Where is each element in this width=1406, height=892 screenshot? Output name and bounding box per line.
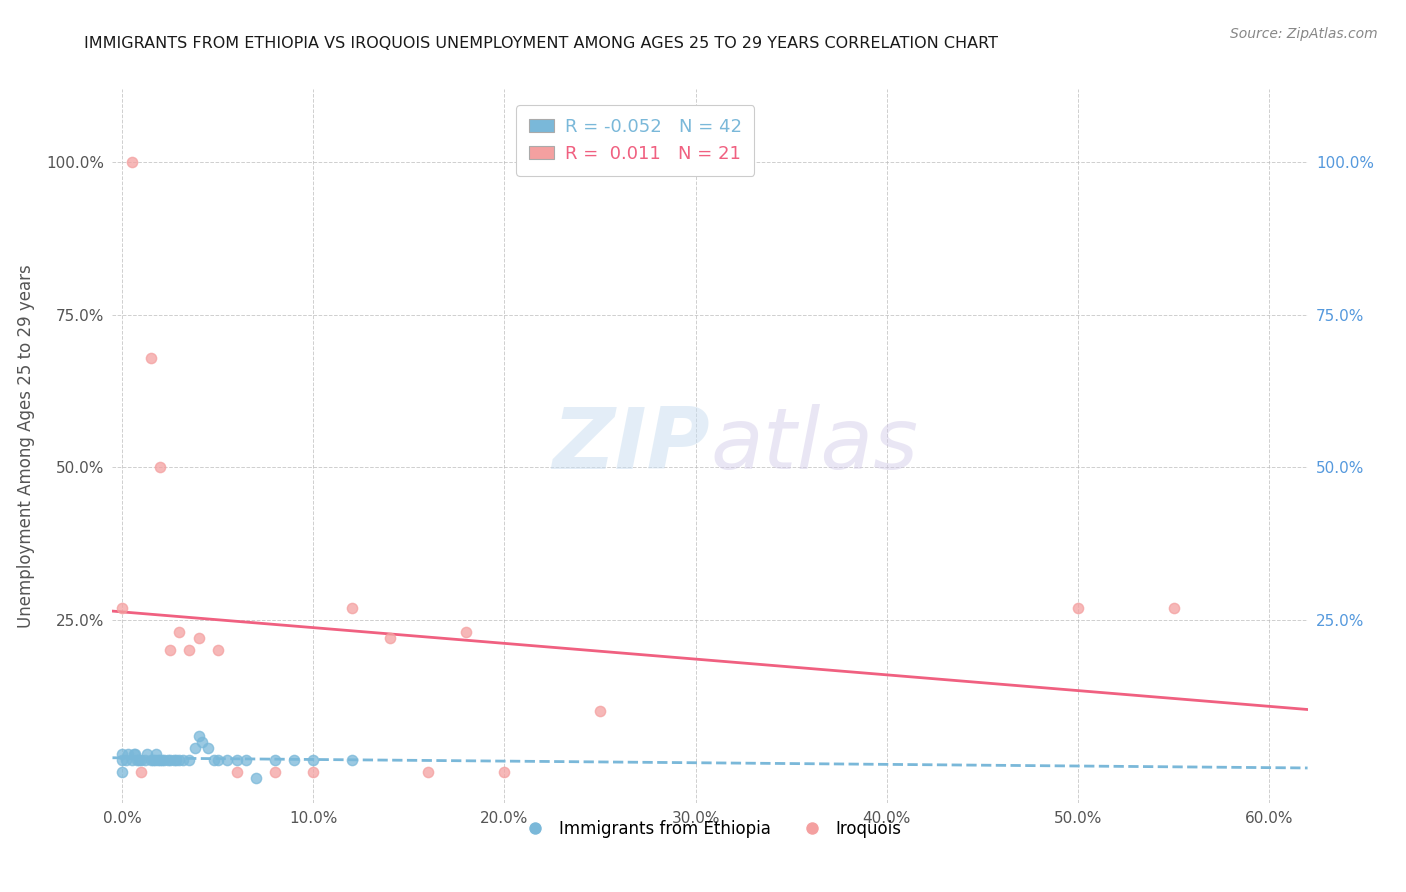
Point — [340, 753, 363, 767]
Point — [159, 643, 181, 657]
Point — [283, 753, 305, 767]
Point — [207, 753, 229, 767]
Point — [302, 753, 325, 767]
Point — [139, 753, 162, 767]
Point — [143, 753, 166, 767]
Point — [378, 631, 401, 645]
Point — [121, 753, 143, 767]
Point — [456, 625, 478, 640]
Point — [134, 753, 156, 767]
Point — [245, 772, 267, 786]
Text: ZIP: ZIP — [553, 404, 710, 488]
Point — [115, 753, 138, 767]
Point — [148, 753, 170, 767]
Point — [139, 351, 162, 365]
Point — [197, 740, 219, 755]
Point — [150, 753, 173, 767]
Point — [217, 753, 239, 767]
Text: atlas: atlas — [710, 404, 918, 488]
Point — [172, 753, 194, 767]
Point — [494, 765, 516, 780]
Point — [156, 753, 179, 767]
Point — [177, 753, 200, 767]
Point — [207, 643, 229, 657]
Point — [202, 753, 225, 767]
Point — [135, 747, 157, 761]
Point — [111, 600, 134, 615]
Point — [142, 753, 165, 767]
Point — [128, 753, 150, 767]
Point — [153, 753, 176, 767]
Point — [1163, 600, 1185, 615]
Point — [169, 753, 191, 767]
Point — [111, 747, 134, 761]
Point — [1067, 600, 1090, 615]
Point — [111, 765, 134, 780]
Point — [264, 753, 287, 767]
Legend: Immigrants from Ethiopia, Iroquois: Immigrants from Ethiopia, Iroquois — [512, 814, 908, 845]
Text: Source: ZipAtlas.com: Source: ZipAtlas.com — [1230, 27, 1378, 41]
Point — [124, 747, 146, 761]
Point — [187, 729, 209, 743]
Y-axis label: Unemployment Among Ages 25 to 29 years: Unemployment Among Ages 25 to 29 years — [17, 264, 35, 628]
Point — [191, 735, 214, 749]
Point — [127, 753, 149, 767]
Point — [302, 765, 325, 780]
Point — [264, 765, 287, 780]
Point — [235, 753, 257, 767]
Point — [183, 740, 205, 755]
Point — [111, 753, 134, 767]
Point — [129, 753, 152, 767]
Point — [121, 155, 143, 169]
Point — [129, 765, 152, 780]
Point — [589, 704, 612, 718]
Point — [122, 747, 145, 761]
Point — [177, 643, 200, 657]
Point — [169, 625, 191, 640]
Point — [117, 747, 139, 761]
Point — [416, 765, 439, 780]
Point — [149, 460, 172, 475]
Point — [225, 753, 247, 767]
Point — [225, 765, 247, 780]
Point — [187, 631, 209, 645]
Point — [149, 753, 172, 767]
Point — [159, 753, 181, 767]
Point — [165, 753, 187, 767]
Point — [145, 747, 167, 761]
Text: IMMIGRANTS FROM ETHIOPIA VS IROQUOIS UNEMPLOYMENT AMONG AGES 25 TO 29 YEARS CORR: IMMIGRANTS FROM ETHIOPIA VS IROQUOIS UNE… — [84, 36, 998, 51]
Point — [163, 753, 186, 767]
Point — [340, 600, 363, 615]
